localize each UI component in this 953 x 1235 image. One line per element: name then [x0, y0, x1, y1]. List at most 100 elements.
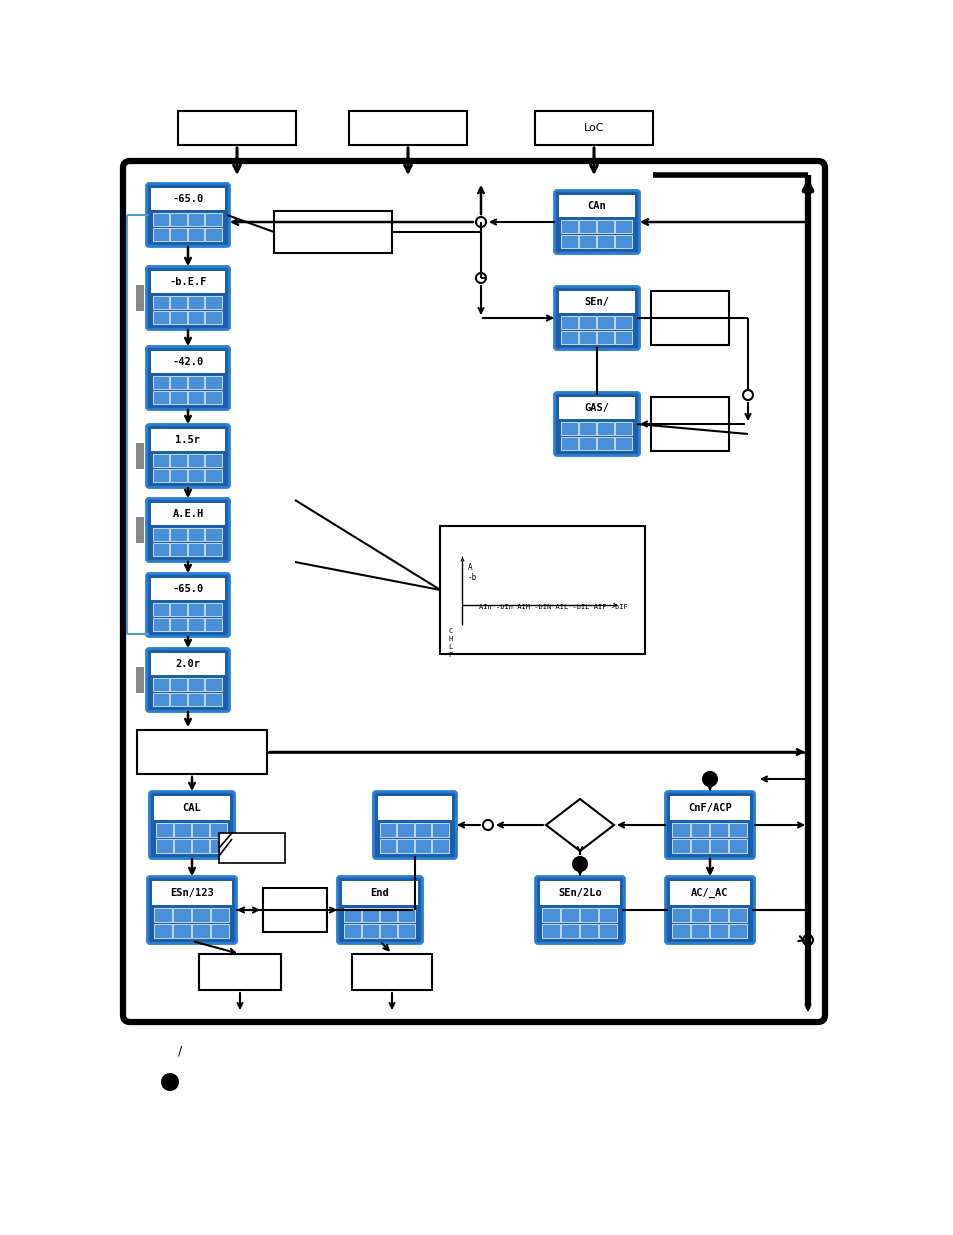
Bar: [171, 693, 187, 706]
Bar: [671, 839, 689, 853]
Text: /: /: [178, 1045, 182, 1058]
Bar: [210, 839, 227, 853]
Bar: [153, 924, 172, 939]
Bar: [171, 619, 187, 631]
Bar: [188, 469, 204, 482]
Bar: [578, 316, 596, 330]
Bar: [397, 908, 415, 923]
Bar: [156, 823, 172, 837]
Bar: [188, 678, 204, 692]
Bar: [136, 285, 144, 311]
Bar: [152, 693, 170, 706]
Bar: [188, 529, 204, 541]
Circle shape: [162, 1074, 178, 1091]
Bar: [192, 924, 210, 939]
Bar: [136, 443, 144, 469]
Bar: [379, 839, 396, 853]
Bar: [171, 311, 187, 324]
Bar: [151, 270, 225, 294]
Text: SEn/2Lo: SEn/2Lo: [558, 888, 601, 898]
Bar: [560, 235, 578, 248]
Bar: [669, 797, 749, 820]
Bar: [205, 377, 222, 389]
Bar: [188, 311, 204, 324]
Bar: [188, 377, 204, 389]
Bar: [728, 823, 746, 837]
Text: ESn/123: ESn/123: [170, 888, 213, 898]
Bar: [152, 311, 170, 324]
Bar: [205, 693, 222, 706]
Bar: [690, 823, 708, 837]
Bar: [263, 888, 327, 932]
Bar: [671, 924, 689, 939]
Bar: [615, 422, 631, 435]
FancyBboxPatch shape: [147, 573, 230, 636]
Bar: [152, 214, 170, 226]
Bar: [136, 517, 144, 543]
Bar: [171, 228, 187, 241]
Bar: [152, 678, 170, 692]
Text: -42.0: -42.0: [172, 357, 203, 367]
Bar: [152, 881, 232, 905]
Bar: [344, 908, 360, 923]
Bar: [152, 543, 170, 556]
Text: AIn -bIn AIM -bIN AIL -bIL AIF -bIF: AIn -bIn AIM -bIN AIL -bIL AIF -bIF: [478, 604, 627, 610]
Bar: [211, 908, 229, 923]
Text: -b.E.F: -b.E.F: [169, 277, 207, 288]
FancyBboxPatch shape: [148, 877, 236, 944]
Bar: [219, 832, 285, 863]
FancyBboxPatch shape: [665, 877, 754, 944]
Text: H: H: [448, 636, 453, 642]
Bar: [192, 908, 210, 923]
Text: CAL: CAL: [182, 803, 201, 813]
Bar: [152, 391, 170, 404]
Bar: [171, 469, 187, 482]
Bar: [579, 908, 598, 923]
Bar: [205, 391, 222, 404]
Bar: [151, 351, 225, 373]
Bar: [615, 331, 631, 345]
Bar: [205, 228, 222, 241]
Bar: [171, 604, 187, 616]
FancyBboxPatch shape: [554, 287, 639, 350]
Bar: [728, 839, 746, 853]
Bar: [151, 188, 225, 210]
FancyBboxPatch shape: [554, 190, 639, 253]
Bar: [188, 693, 204, 706]
Bar: [352, 953, 432, 990]
Bar: [669, 881, 749, 905]
Bar: [560, 908, 578, 923]
Bar: [188, 214, 204, 226]
Bar: [541, 924, 559, 939]
Text: CAn: CAn: [587, 201, 606, 211]
Text: -65.0: -65.0: [172, 194, 203, 204]
FancyBboxPatch shape: [147, 648, 230, 711]
Bar: [709, 823, 727, 837]
Bar: [558, 396, 635, 420]
Bar: [151, 429, 225, 451]
Bar: [172, 924, 191, 939]
Bar: [578, 437, 596, 450]
Bar: [152, 604, 170, 616]
Bar: [361, 924, 378, 939]
Bar: [199, 953, 281, 990]
Text: CnF/ACP: CnF/ACP: [687, 803, 731, 813]
Bar: [205, 469, 222, 482]
Bar: [671, 908, 689, 923]
Bar: [728, 924, 746, 939]
Bar: [151, 503, 225, 525]
Bar: [153, 797, 230, 820]
Bar: [205, 543, 222, 556]
Bar: [432, 823, 449, 837]
Bar: [171, 377, 187, 389]
Text: GAS/: GAS/: [584, 403, 609, 414]
Bar: [615, 316, 631, 330]
Bar: [597, 437, 614, 450]
Bar: [171, 678, 187, 692]
Bar: [440, 526, 645, 655]
Bar: [151, 578, 225, 600]
Text: A: A: [467, 563, 472, 572]
Bar: [341, 881, 417, 905]
Bar: [597, 422, 614, 435]
Bar: [152, 619, 170, 631]
